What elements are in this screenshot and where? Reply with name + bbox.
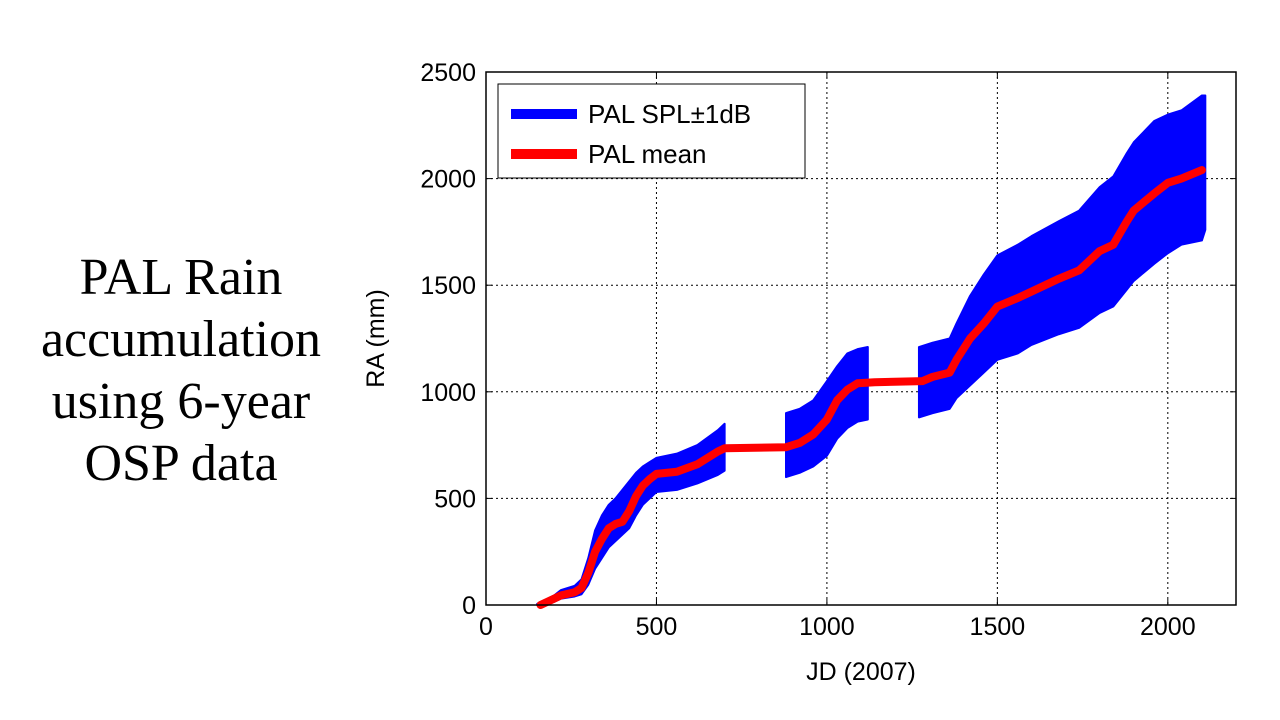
x-tick-label: 0 [479, 613, 493, 641]
mean-line [536, 166, 1206, 609]
axis-ticks: 0 500 1000 1500 2000 0 500 1000 1500 2000 2500 [420, 59, 1236, 641]
legend: PAL SPL±1dB PAL mean [497, 83, 806, 179]
legend-box [497, 83, 806, 179]
slide-title-line-1: PAL Rain [79, 249, 283, 306]
slide-title: PAL Rain accumulation using 6-year OSP d… [0, 247, 362, 495]
y-tick-label: 1000 [420, 379, 476, 407]
legend-label-mean: PAL mean [588, 139, 707, 169]
y-tick-label: 500 [434, 485, 476, 513]
y-axis-label: RA (mm) [362, 289, 390, 388]
x-axis-label: JD (2007) [806, 658, 916, 686]
mean-line-segment [536, 166, 1206, 609]
spl-band-segment [917, 94, 1207, 419]
y-tick-label: 2500 [420, 59, 476, 87]
x-tick-label: 1500 [970, 613, 1026, 641]
slide-title-line-3: using 6-year [51, 373, 311, 430]
x-tick-label: 1000 [799, 613, 855, 641]
x-tick-label: 500 [636, 613, 678, 641]
slide-title-line-4: OSP data [84, 435, 278, 492]
legend-label-spl: PAL SPL±1dB [588, 99, 751, 129]
y-tick-label: 1500 [420, 272, 476, 300]
plot-frame [485, 71, 1237, 606]
y-tick-label: 2000 [420, 166, 476, 194]
slide-title-line-2: accumulation [40, 311, 322, 368]
x-tick-label: 2000 [1140, 613, 1196, 641]
y-tick-label: 0 [462, 592, 476, 620]
